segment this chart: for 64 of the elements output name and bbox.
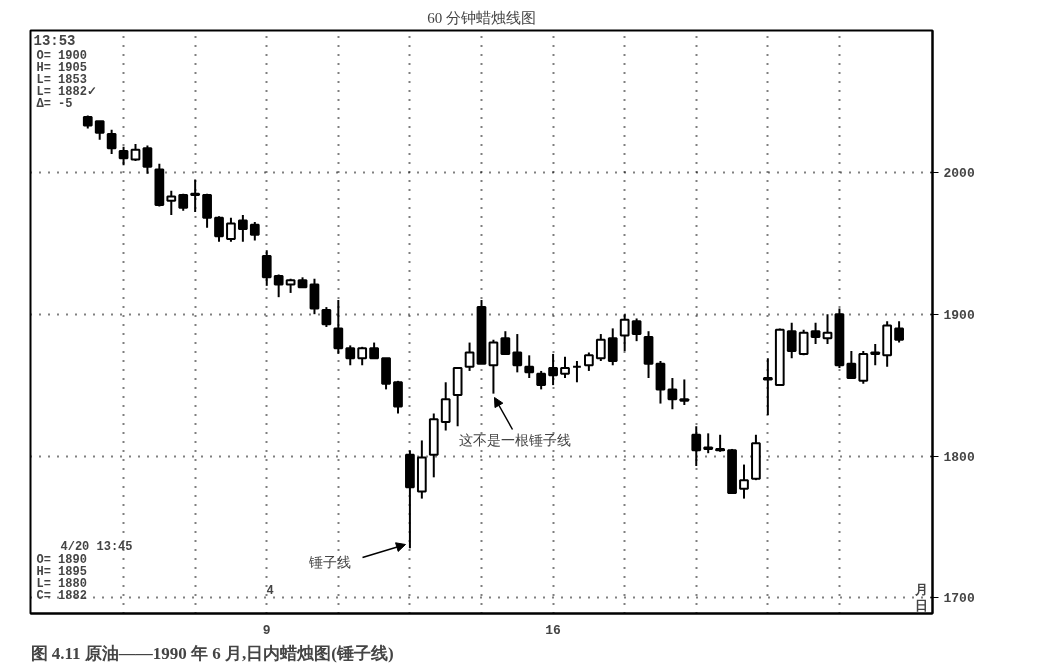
y-tick-label: 1800 <box>943 449 975 465</box>
candlestick <box>226 216 236 243</box>
candlestick <box>261 249 272 287</box>
candlestick <box>345 344 356 367</box>
candlestick <box>94 120 105 141</box>
candlestick <box>202 192 212 229</box>
annotation: C= 1882 <box>36 588 87 603</box>
candlestick <box>810 321 821 345</box>
annotation: H= 1905 <box>36 60 87 75</box>
candlestick <box>548 352 558 387</box>
annotation: L= 1880 <box>36 576 87 591</box>
chart-title: 60 分钟蜡烛线图 <box>427 9 536 26</box>
candlestick <box>619 313 630 353</box>
candlestick <box>512 333 523 374</box>
candlestick <box>524 354 535 380</box>
candlestick <box>249 221 260 242</box>
annotation: L= 1853 <box>36 72 87 87</box>
candlestick <box>560 355 570 380</box>
candlestick <box>667 377 678 411</box>
annotation: 这不是一根锤子线 <box>458 431 571 448</box>
candlestick <box>762 357 773 416</box>
annotation: O= 1900 <box>36 48 87 63</box>
candlestick <box>607 327 618 367</box>
candlestick <box>631 317 642 343</box>
candlestick <box>333 299 344 355</box>
candlestick <box>464 341 475 372</box>
y-tick-label: 1900 <box>943 307 975 323</box>
candlestick <box>321 306 332 328</box>
annotation: 4 <box>266 583 274 598</box>
annotation: H= 1895 <box>36 564 87 579</box>
candlestick <box>703 432 714 455</box>
text: 13:53 <box>33 32 76 49</box>
text: 月 <box>913 581 928 597</box>
candlestick <box>238 213 248 243</box>
candlestick <box>214 215 224 243</box>
caption: 图 4.11 原油——1990 年 6 月,日内蜡烛图(锤子线) <box>30 643 394 663</box>
x-tick-label: 9 <box>262 622 271 638</box>
annotation: 4/20 13:45 <box>60 539 133 554</box>
annotation: O= 1890 <box>36 552 87 567</box>
candlestick <box>273 273 284 299</box>
candlestick <box>166 189 177 216</box>
candlestick <box>536 369 547 391</box>
candlestick <box>798 328 809 357</box>
annotation: 锤子线 <box>307 553 351 570</box>
candlestick <box>190 178 201 214</box>
text: Δ= -5 <box>36 96 73 111</box>
candlestick <box>894 320 904 344</box>
candlestick <box>595 333 606 363</box>
candlestick <box>584 351 594 372</box>
candlestick <box>500 330 511 355</box>
text: 日 <box>914 597 928 613</box>
candlestick <box>870 342 881 367</box>
annotation: L= 1882✓ <box>36 84 97 99</box>
candlestick <box>691 425 702 467</box>
candlestick <box>846 350 857 380</box>
candlestick <box>739 463 749 500</box>
candlestick <box>106 128 117 155</box>
y-tick-label: 2000 <box>943 165 975 181</box>
candlestick <box>679 378 690 406</box>
candlestick <box>488 338 499 395</box>
candlestick <box>786 321 797 360</box>
candlestick <box>440 381 451 432</box>
y-tick-label: 1700 <box>943 591 975 607</box>
x-tick-label: 16 <box>545 622 562 638</box>
